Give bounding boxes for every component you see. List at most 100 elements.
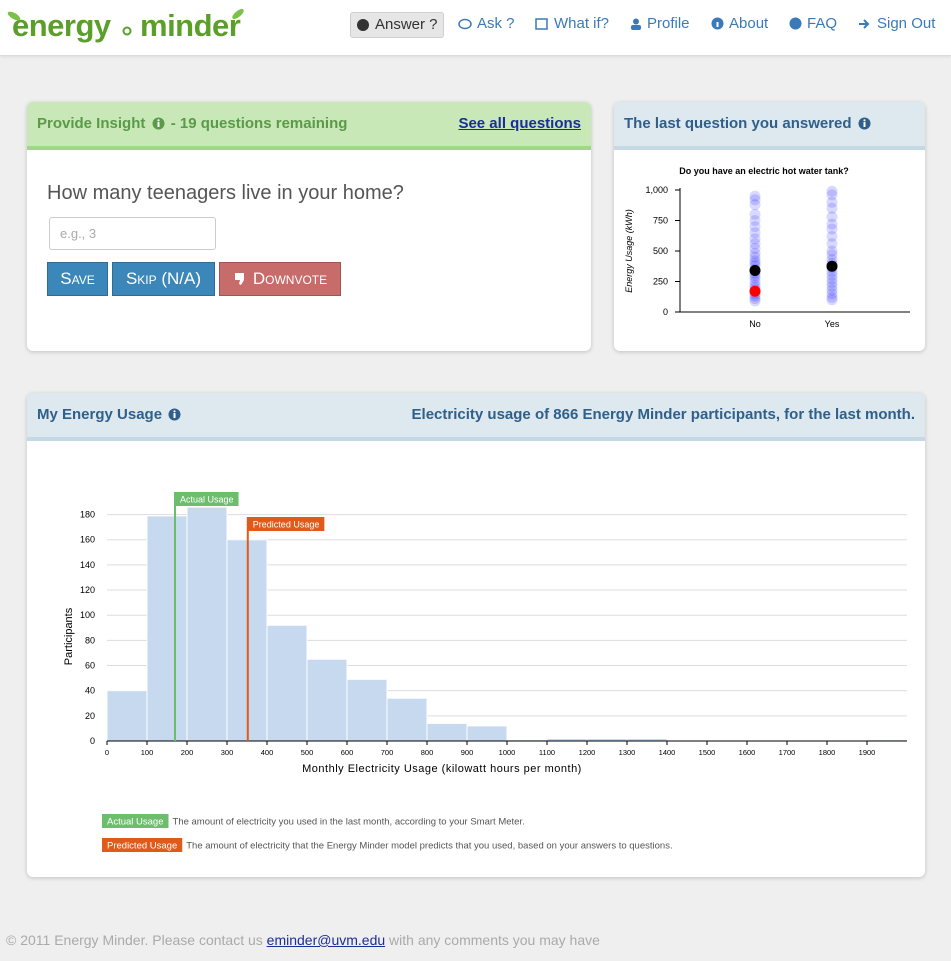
participant-dot (826, 277, 838, 289)
insight-panel: Provide Insight - 19 questions remaining… (27, 102, 591, 351)
nav-profile[interactable]: Profile (630, 12, 696, 36)
participant-dot (826, 223, 838, 235)
info-icon[interactable] (152, 117, 165, 130)
participant-dot (826, 218, 838, 230)
participant-dot (826, 230, 838, 242)
info-icon[interactable] (168, 408, 181, 421)
info-icon[interactable] (858, 117, 871, 130)
y-tick-label: 750 (653, 216, 668, 226)
x-tick-label: 1700 (779, 748, 796, 757)
participant-dot (749, 199, 761, 211)
x-tick-label: 0 (105, 748, 109, 757)
nav-faq[interactable]: FAQ (789, 12, 843, 36)
logo-part[interactable]: energy (12, 8, 111, 43)
participant-dot (826, 196, 838, 208)
y-tick-label: 500 (653, 246, 668, 256)
navbar: energy minder Answer ? Ask ? What if? Pr… (0, 0, 951, 56)
nav-answer[interactable]: Answer ? (350, 12, 444, 38)
see-all-link[interactable]: See all questions (458, 115, 581, 132)
insight-remaining: - 19 questions remaining (170, 115, 348, 132)
marker-label-text: Actual Usage (180, 495, 234, 505)
y-tick-label: 40 (85, 686, 95, 696)
y-tick-label: 120 (80, 585, 95, 595)
bar (346, 678, 388, 742)
x-tick-label: 1200 (579, 748, 596, 757)
participant-dot (749, 190, 761, 202)
footer-email[interactable]: eminder@uvm.edu (266, 932, 386, 948)
last-question-panel: The last question you answered (614, 102, 925, 351)
participant-dot (749, 243, 761, 255)
participant-dot (826, 249, 838, 261)
legend-description: The amount of electricity that the Energ… (186, 841, 672, 852)
participant-dot (749, 233, 761, 245)
x-tick-label: 800 (421, 748, 434, 757)
participant-dot (749, 215, 761, 226)
nav-signout[interactable]: Sign Out (858, 12, 941, 36)
participant-dot (826, 211, 838, 223)
nav-label[interactable]: Sign Out (877, 15, 936, 32)
x-tick-label: 1900 (859, 748, 876, 757)
y-tick-label: 140 (80, 560, 95, 570)
participant-dot (826, 273, 838, 285)
your-dot (749, 285, 761, 297)
x-tick-label: 500 (301, 748, 314, 757)
x-tick-label: 400 (261, 748, 274, 757)
y-axis-label: Energy Usage (kWh) (624, 209, 634, 293)
participant-dot (749, 208, 761, 220)
x-tick-label: 1000 (499, 748, 516, 757)
participant-dot (749, 295, 761, 307)
participant-dot (826, 294, 838, 306)
legend-swatch (102, 838, 183, 852)
nav-label[interactable]: Profile (647, 15, 690, 32)
marker-label-text: Predicted Usage (253, 520, 320, 530)
marker-label: Predicted Usage (247, 517, 325, 531)
downvote-button[interactable]: Downvote (219, 262, 341, 296)
x-tick-label: 1300 (619, 748, 636, 757)
participant-dot (826, 280, 838, 292)
x-tick-label: 1500 (699, 748, 716, 757)
bar (426, 722, 468, 742)
save-button[interactable]: Save (47, 262, 108, 296)
footer: © 2011 Energy Minder. Please contact us … (6, 932, 600, 948)
legend-label: Predicted Usage (107, 841, 177, 852)
x-tick-label: 1100 (539, 748, 555, 757)
nav-ask[interactable]: Ask ? (458, 12, 521, 36)
input-placeholder: e.g., 3 (60, 226, 97, 241)
marker-label-bg (247, 517, 325, 531)
question-text: How many teenagers live in your home? (47, 182, 404, 204)
mean-dot (826, 260, 838, 272)
y-tick-label: 160 (80, 535, 95, 545)
nav-label[interactable]: What if? (554, 15, 610, 32)
logo-leaves (7, 8, 244, 21)
participant-dot (749, 251, 761, 263)
x-tick-label: 200 (181, 748, 194, 757)
button-label[interactable]: Downvote (252, 269, 328, 288)
answer-input[interactable]: e.g., 3 (49, 217, 216, 250)
nav-label[interactable]: About (729, 15, 769, 32)
participant-dot (826, 245, 838, 257)
skip-button[interactable]: Skip (N/A) (112, 262, 215, 296)
y-tick-label: 60 (85, 661, 95, 671)
logo-part[interactable]: minder (140, 8, 241, 43)
nav-label[interactable]: Ask ? (477, 15, 515, 32)
bar (466, 725, 508, 742)
last-question-header: The last question you answered (614, 102, 925, 150)
participant-dot (749, 247, 761, 259)
x-tick-label: 900 (461, 748, 474, 757)
y-tick-label: 0 (90, 736, 95, 746)
participant-dot (826, 185, 838, 197)
nav-label[interactable]: FAQ (807, 15, 838, 32)
nav-whatif[interactable]: What if? (535, 12, 615, 36)
participant-dot (749, 276, 761, 287)
participant-dot (749, 194, 761, 206)
y-tick-label: 250 (653, 277, 668, 287)
usage-header: My Energy Usage Electricity usage of 866… (27, 393, 925, 441)
participant-dot (826, 284, 838, 296)
nav-label[interactable]: Answer ? (375, 16, 438, 33)
bar (146, 515, 188, 742)
nav-about[interactable]: About (711, 12, 774, 36)
y-tick-label: 180 (80, 510, 95, 520)
y-tick-label: 20 (85, 711, 95, 721)
